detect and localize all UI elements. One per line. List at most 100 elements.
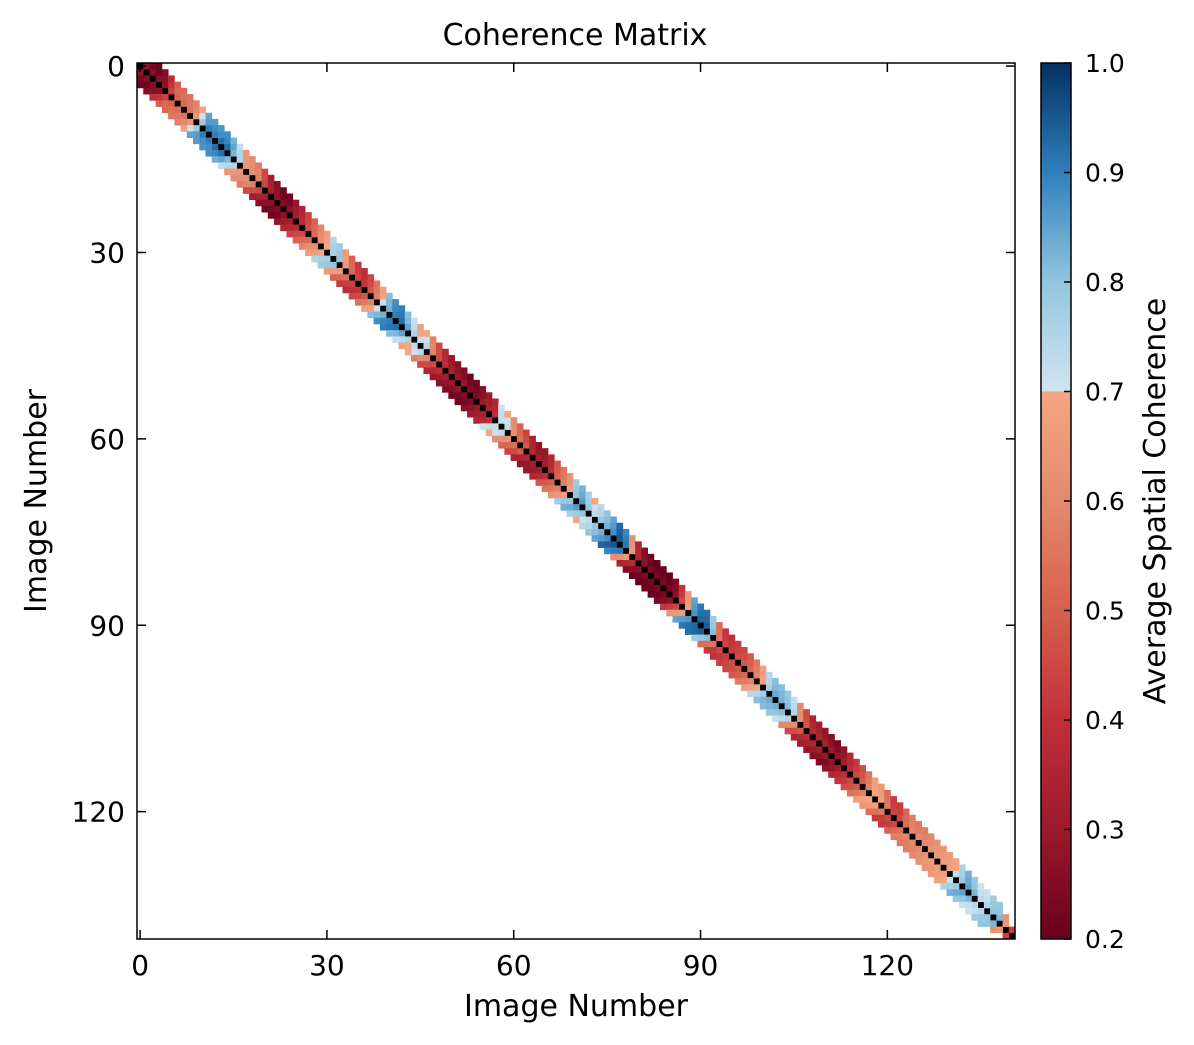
heatmap-cell: [217, 149, 225, 157]
heatmap-cell: [952, 858, 960, 865]
heatmap-cell: [410, 317, 418, 325]
heatmap-cell: [217, 125, 225, 132]
heatmap-cell: [186, 118, 194, 126]
heatmap-cell: [323, 236, 331, 244]
heatmap-cell: [547, 460, 555, 468]
heatmap-cell-diagonal: [473, 398, 480, 406]
heatmap-cell: [772, 690, 779, 698]
heatmap-cell: [815, 746, 823, 754]
heatmap-cell: [996, 901, 1003, 909]
heatmap-cell: [878, 783, 885, 791]
heatmap-cell: [560, 491, 568, 499]
heatmap-cell-diagonal: [541, 466, 549, 474]
heatmap-cell: [815, 752, 823, 760]
heatmap-cell-diagonal: [672, 597, 680, 604]
heatmap-cell: [616, 522, 624, 530]
heatmap-cell: [423, 342, 431, 350]
heatmap-cell: [429, 367, 437, 375]
heatmap-cell: [778, 696, 786, 704]
heatmap-cell: [386, 305, 393, 312]
heatmap-cell: [728, 671, 736, 679]
heatmap-cell: [261, 193, 269, 201]
heatmap-cell: [697, 640, 705, 648]
heatmap-cell: [641, 547, 649, 555]
heatmap-cell: [909, 814, 916, 822]
heatmap-cell: [174, 94, 181, 101]
heatmap-cell: [977, 914, 985, 921]
heatmap-cell: [909, 852, 916, 859]
heatmap-cell: [909, 827, 916, 834]
heatmap-cell: [379, 286, 387, 294]
heatmap-cell: [566, 504, 574, 511]
heatmap-cell: [709, 628, 717, 635]
heatmap-cell: [666, 603, 673, 611]
heatmap-cell-diagonal: [292, 218, 300, 225]
heatmap-cell: [230, 174, 238, 182]
heatmap-cell: [523, 466, 530, 474]
heatmap-cell: [678, 615, 686, 623]
heatmap-cell-diagonal: [647, 572, 655, 580]
heatmap-cell: [747, 684, 754, 691]
heatmap-cell: [186, 125, 194, 132]
heatmap-cell: [267, 187, 275, 194]
chart-title: Coherence Matrix: [443, 18, 708, 53]
heatmap-cell: [616, 547, 624, 555]
heatmap-cell: [684, 622, 692, 629]
heatmap-cell: [211, 156, 219, 163]
heatmap-cell: [747, 653, 754, 660]
heatmap-cell: [765, 671, 773, 679]
heatmap-cell: [921, 858, 929, 865]
heatmap-cell: [691, 622, 698, 629]
heatmap-cell: [267, 181, 275, 188]
heatmap-cell: [330, 249, 337, 256]
heatmap-cell: [554, 485, 561, 493]
heatmap-cell: [728, 665, 736, 673]
heatmap-cell: [292, 205, 300, 213]
heatmap-cell: [255, 199, 262, 207]
heatmap-cell: [541, 473, 549, 480]
heatmap-cell-diagonal: [460, 386, 468, 393]
colorbar-tick-label: 0.7: [1085, 378, 1125, 407]
heatmap-cell: [280, 187, 287, 194]
heatmap-cell: [429, 336, 437, 343]
heatmap-cell-diagonal: [348, 274, 356, 281]
heatmap-cell: [902, 845, 910, 853]
heatmap-cell: [242, 187, 250, 194]
heatmap-cell: [149, 63, 157, 70]
heatmap-cell: [448, 367, 455, 375]
heatmap-cell: [161, 75, 169, 83]
heatmap-cell: [491, 404, 499, 412]
heatmap-cell: [871, 802, 879, 809]
heatmap-cell: [186, 100, 194, 107]
heatmap-cell: [566, 485, 574, 493]
heatmap-cell: [691, 634, 698, 642]
heatmap-cell: [703, 615, 711, 623]
heatmap-cell: [361, 305, 368, 312]
heatmap-cell: [454, 373, 462, 381]
heatmap-cell: [784, 721, 792, 729]
heatmap-cell: [249, 181, 256, 188]
heatmap-cell-diagonal: [983, 907, 991, 915]
heatmap-cell-diagonal: [510, 435, 518, 443]
heatmap-cell: [255, 168, 262, 176]
heatmap-cell: [728, 647, 736, 654]
heatmap-cell-diagonal: [660, 584, 667, 592]
heatmap-cell: [809, 727, 817, 735]
heatmap-cell: [940, 876, 947, 884]
heatmap-cell: [224, 137, 231, 145]
heatmap-cell-diagonal: [354, 280, 362, 288]
heatmap-cell: [311, 243, 318, 250]
heatmap-cell: [404, 348, 412, 356]
heatmap-cell-diagonal: [784, 709, 792, 716]
heatmap-cell: [722, 640, 729, 648]
heatmap-cell: [367, 299, 375, 306]
heatmap-cell: [896, 814, 904, 822]
heatmap-cell: [298, 218, 306, 225]
heatmap-cell: [386, 323, 393, 331]
heatmap-cell: [622, 560, 630, 567]
heatmap-cell: [168, 75, 175, 83]
heatmap-cell: [199, 137, 206, 145]
heatmap-cell: [666, 572, 673, 580]
heatmap-cell-diagonal: [305, 230, 312, 238]
heatmap-cell: [435, 367, 443, 375]
